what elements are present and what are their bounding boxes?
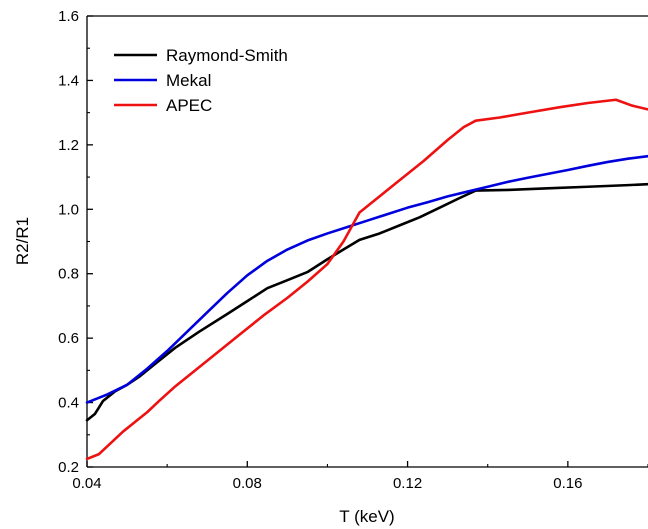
- legend: Raymond-Smith Mekal APEC: [114, 46, 288, 115]
- axes: 0.2 0.4 0.6 0.8 1.0 1.2 1.4 1.6 0.04 0.08 0.12 0.16: [58, 8, 648, 492]
- x-tick-label: 0.16: [553, 475, 582, 492]
- y-tick-label: 1.0: [58, 201, 79, 218]
- x-tick-label: 0.04: [72, 475, 101, 492]
- y-tick-label: 0.2: [58, 459, 79, 476]
- series-line-apec: [85, 98, 648, 461]
- x-axis-title: T (keV): [339, 507, 394, 526]
- y-tick-label: 1.2: [58, 137, 79, 154]
- y-tick-label: 1.6: [58, 8, 79, 25]
- x-tick-label: 0.12: [393, 475, 422, 492]
- legend-label-apec: APEC: [166, 96, 212, 115]
- x-tick-label: 0.08: [233, 475, 262, 492]
- y-tick-label: 0.8: [58, 266, 79, 283]
- series-lines: [85, 98, 648, 461]
- y-tick-label: 0.6: [58, 330, 79, 347]
- y-axis-title: R2/R1: [13, 217, 32, 265]
- legend-label-raymond-smith: Raymond-Smith: [166, 46, 288, 65]
- y-tick-label: 1.4: [58, 72, 79, 89]
- series-line-mekal: [85, 154, 648, 404]
- y-tick-label: 0.4: [58, 395, 79, 412]
- legend-label-mekal: Mekal: [166, 71, 211, 90]
